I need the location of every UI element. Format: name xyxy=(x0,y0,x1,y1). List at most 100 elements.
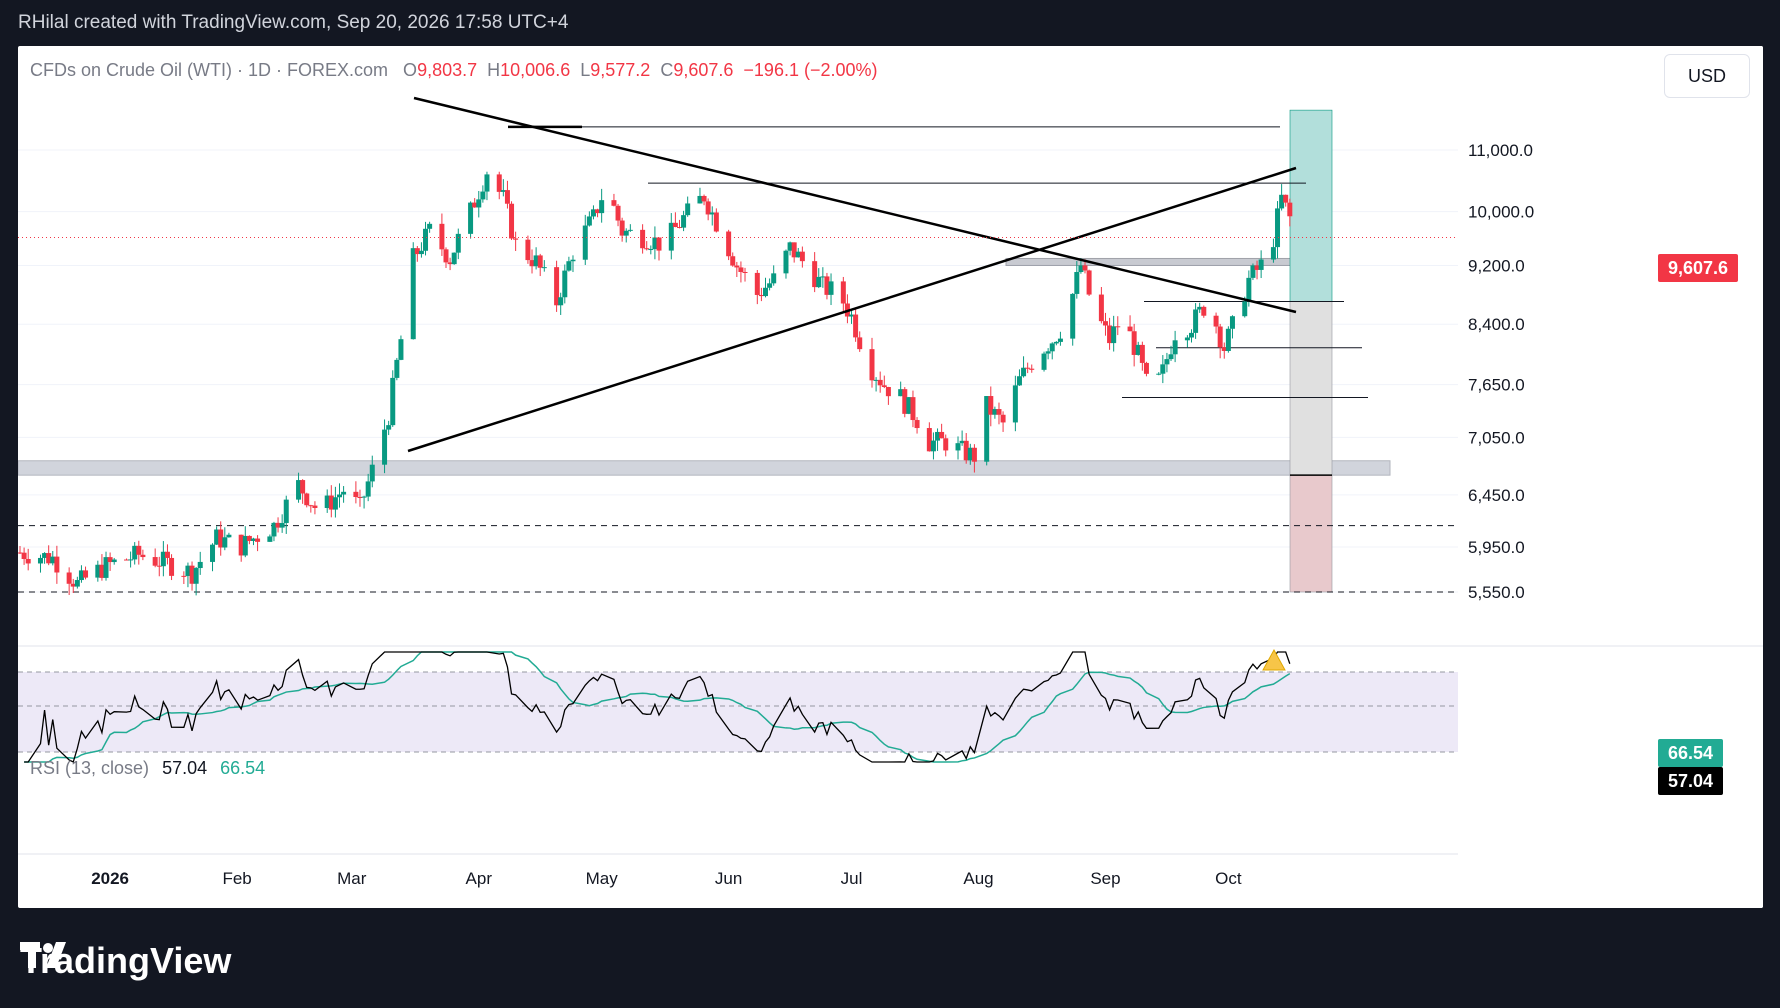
candle-body xyxy=(586,216,592,226)
candle-body xyxy=(754,272,760,295)
candle-body xyxy=(1082,265,1088,271)
candle-body xyxy=(472,202,478,208)
candle-body xyxy=(713,212,719,232)
candle-body xyxy=(1156,373,1162,375)
candle-body xyxy=(730,256,736,266)
candle-body xyxy=(427,223,433,229)
candle-body xyxy=(480,191,486,200)
time-tick-label: 2026 xyxy=(91,869,129,888)
candle-body xyxy=(128,559,134,561)
candle-body xyxy=(914,420,920,429)
candle-body xyxy=(681,215,687,228)
candle-body xyxy=(763,287,768,297)
symbol-name[interactable]: CFDs on Crude Oil (WTI) · 1D · FOREX.com xyxy=(30,60,389,80)
candle-body xyxy=(418,250,424,255)
candle-body xyxy=(242,535,248,556)
candle-body xyxy=(898,389,904,397)
candle-body xyxy=(799,251,805,262)
candle-body xyxy=(1098,294,1104,322)
candle-body xyxy=(1131,331,1137,355)
chart-canvas[interactable]: 11,000.0 10,000.0 9,200.0 8,400.0 7,650.0 7,0… xyxy=(18,46,1763,908)
candle-body xyxy=(25,558,31,564)
candle-body xyxy=(590,209,596,217)
candle-body xyxy=(1221,347,1227,351)
tradingview-brand[interactable]: TradingView xyxy=(20,940,231,982)
candle-body xyxy=(595,209,601,214)
candle-body xyxy=(676,227,682,229)
rsi-value-badge: 57.04 xyxy=(1658,767,1724,795)
candle-body xyxy=(1197,306,1203,310)
candle-body xyxy=(656,237,662,251)
support-zone xyxy=(18,460,1391,476)
candle-body xyxy=(54,556,60,573)
candle-body xyxy=(361,496,367,498)
candle-body xyxy=(1041,353,1047,370)
candle-body xyxy=(308,505,314,507)
price-tick-label: 5,550.0 xyxy=(1468,583,1525,602)
candle-body xyxy=(197,561,203,569)
candle-body xyxy=(857,337,863,350)
candle-body xyxy=(1115,326,1121,328)
candle-body xyxy=(1025,367,1031,369)
candle-body xyxy=(812,261,818,288)
candle-body xyxy=(83,570,89,578)
candle-body xyxy=(238,534,244,556)
candle-body xyxy=(988,396,994,415)
candle-body xyxy=(111,559,117,563)
candle-body xyxy=(1078,265,1084,273)
candle-body xyxy=(1016,376,1022,386)
candle-body xyxy=(509,203,515,239)
candle-body xyxy=(21,552,27,559)
candle-body xyxy=(529,260,535,267)
candle-body xyxy=(701,195,707,202)
price-tick-label: 11,000.0 xyxy=(1468,141,1533,160)
candle-body xyxy=(124,559,129,561)
candle-body xyxy=(164,551,170,558)
candle-body xyxy=(1053,341,1059,344)
candle-body xyxy=(1070,293,1076,339)
rsi-label[interactable]: RSI (13, close) xyxy=(30,758,150,778)
time-tick-label: Feb xyxy=(222,869,251,888)
candle-body xyxy=(1107,325,1113,344)
candle-body xyxy=(382,429,388,465)
tradingview-logo-icon xyxy=(20,942,66,968)
candle-body xyxy=(447,262,453,265)
candle-body xyxy=(697,195,703,204)
candle-body xyxy=(1021,367,1027,377)
symbol-legend: CFDs on Crude Oil (WTI) · 1D · FOREX.com… xyxy=(30,60,878,81)
candle-body xyxy=(615,205,621,221)
candle-body xyxy=(885,387,891,397)
candle-body xyxy=(1139,344,1145,363)
high-value: 10,006.6 xyxy=(500,60,571,80)
candle-body xyxy=(410,248,416,340)
time-tick-label: Oct xyxy=(1215,869,1242,888)
candle-body xyxy=(365,481,371,497)
candle-body xyxy=(1102,321,1108,326)
candle-body xyxy=(738,267,744,272)
candle-body xyxy=(623,230,629,236)
candle-body xyxy=(1127,326,1133,332)
candle-body xyxy=(1254,265,1260,270)
candle-body xyxy=(1283,194,1289,203)
position-stop-zone xyxy=(1289,474,1333,593)
candle-body xyxy=(250,538,256,541)
candle-body xyxy=(935,431,941,441)
candle-body xyxy=(566,261,572,271)
candle-body xyxy=(853,314,859,338)
candle-body xyxy=(824,276,830,295)
candle-body xyxy=(726,231,732,257)
candle-body xyxy=(107,557,113,563)
candle-body xyxy=(1246,277,1252,302)
candle-body xyxy=(939,431,945,439)
candle-body xyxy=(267,536,273,542)
candle-body xyxy=(1057,338,1063,342)
candle-body xyxy=(742,272,748,273)
warning-icon xyxy=(1262,648,1286,671)
price-tick-label: 6,450.0 xyxy=(1468,486,1525,505)
chart-panel[interactable]: 11,000.0 10,000.0 9,200.0 8,400.0 7,650.0 7,0… xyxy=(18,46,1763,908)
currency-button[interactable]: USD xyxy=(1664,54,1750,98)
rsi-value: 57.04 xyxy=(162,758,208,778)
last-price-badge: 9,607.6 xyxy=(1658,254,1739,282)
candle-body xyxy=(1275,208,1281,248)
candle-body xyxy=(78,570,84,581)
